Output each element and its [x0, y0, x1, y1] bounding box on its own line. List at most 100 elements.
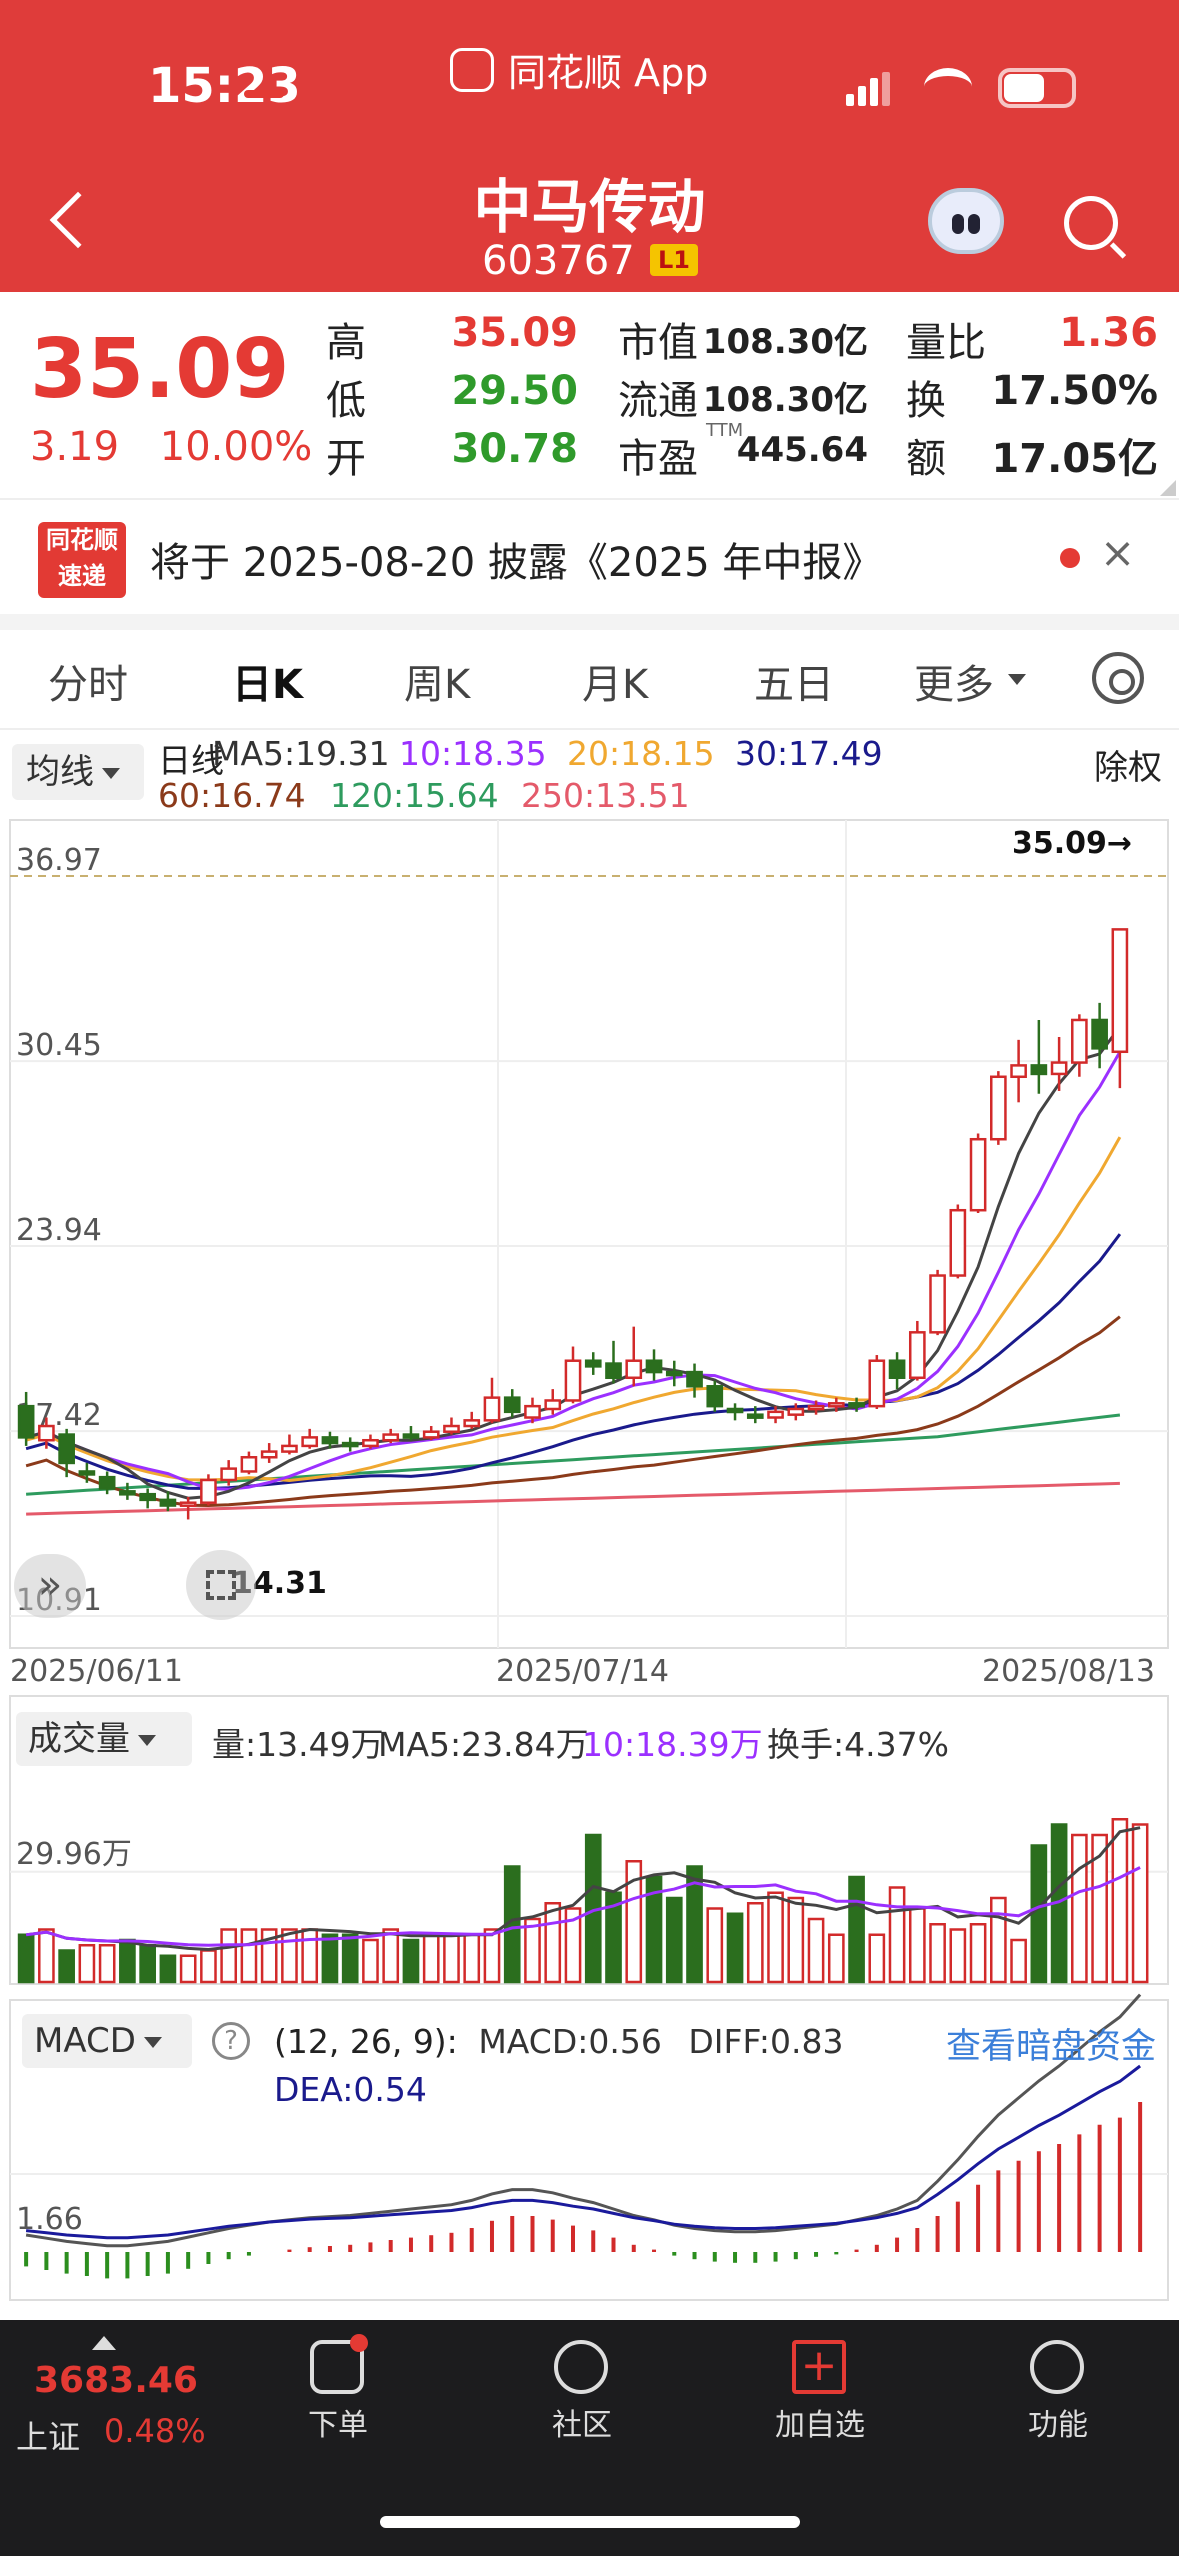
level-badge: L1 [650, 244, 698, 276]
quote-label: 开 [326, 436, 366, 482]
volume-bar [807, 1917, 825, 1984]
candle-body [929, 1274, 946, 1334]
volume-bar [382, 1928, 400, 1984]
y-tick-label: 30.45 [16, 1028, 102, 1063]
nav-community[interactable]: 社区 [552, 2408, 612, 2443]
volume-bar [706, 1907, 724, 1984]
ex-rights-toggle[interactable]: 除权 [1094, 748, 1162, 788]
unread-dot-icon [1060, 548, 1080, 568]
active-tab-indicator [244, 90, 284, 98]
kline-frame [9, 819, 1169, 1649]
help-icon[interactable]: ? [212, 2022, 250, 2060]
volume-bar [58, 1949, 75, 1984]
assistant-robot-icon[interactable] [928, 188, 1004, 254]
tab-3[interactable]: 月K [582, 662, 649, 708]
candle-body [868, 1359, 886, 1408]
expand-corner-icon[interactable] [1160, 480, 1176, 496]
volume-bar [119, 1938, 136, 1984]
date-start: 2025/06/11 [10, 1654, 183, 1689]
ma-select[interactable]: 均线 [12, 744, 144, 800]
tab-5[interactable]: 更多 [914, 662, 994, 708]
index-up-arrow-icon [92, 2336, 116, 2350]
nav-functions[interactable]: 功能 [1028, 2408, 1088, 2443]
diff-line [25, 1993, 1142, 2248]
candle-body [281, 1444, 298, 1453]
logo-line2: 速递 [58, 562, 106, 590]
tab-4[interactable]: 五日 [754, 662, 834, 708]
candle-body [726, 1407, 744, 1414]
app-icon [450, 47, 494, 92]
close-icon[interactable]: × [1100, 528, 1136, 577]
volume-select[interactable]: 成交量 [16, 1712, 192, 1766]
signal-icon [846, 72, 890, 106]
nav-order[interactable]: 下单 [308, 2408, 368, 2443]
candle-body [139, 1492, 156, 1502]
add-watchlist-icon[interactable]: + [792, 2340, 846, 2394]
tab-2[interactable]: 周K [404, 662, 471, 708]
volume-bar [1010, 1938, 1027, 1984]
volume-bar [139, 1944, 156, 1984]
status-time: 15:23 [148, 58, 301, 114]
volume-bar [78, 1944, 96, 1984]
nav-add-watchlist[interactable]: 加自选 [775, 2408, 865, 2443]
index-value[interactable]: 3683.46 [34, 2360, 198, 2401]
candle-body [159, 1498, 177, 1507]
volume-bar [422, 1933, 440, 1984]
legend-row1-item: 日线 [158, 741, 224, 780]
tab-1[interactable]: 日K [232, 662, 303, 708]
macd-params-text: (12, 26, 9): [274, 2022, 458, 2061]
legend-row2-item: 60:16.74 [158, 776, 306, 815]
candle-body [443, 1424, 460, 1433]
candle-body [686, 1370, 703, 1388]
candle-body [807, 1404, 825, 1411]
candle-body [200, 1478, 217, 1504]
notice-banner[interactable]: 同花顺 速递 将于 2025-08-20 披露《2025 年中报》 [0, 502, 1179, 614]
quote-value: 445.64 [736, 430, 868, 470]
legend-row1-item: 10:18.35 [399, 734, 547, 773]
macd-select[interactable]: MACD [22, 2014, 192, 2068]
expand-left-button[interactable]: » [14, 1554, 86, 1618]
vol-legend-item: MA5:23.84万 [378, 1725, 589, 1764]
community-icon[interactable] [554, 2340, 608, 2394]
app-switch-pill[interactable]: 同花顺 App [450, 42, 708, 97]
candle-body [888, 1359, 906, 1380]
date-end: 2025/08/13 [982, 1654, 1155, 1689]
vol-legend-item: 换手:4.37% [767, 1725, 949, 1764]
ma-select-label: 均线 [26, 752, 94, 792]
tab-0[interactable]: 分时 [48, 662, 128, 708]
volume-bar [200, 1949, 217, 1984]
volume-select-label: 成交量 [28, 1719, 130, 1759]
volume-bar [827, 1933, 845, 1984]
volume-bar [17, 1933, 35, 1984]
volume-bar [1131, 1823, 1149, 1984]
candle-body [969, 1137, 987, 1212]
volume-bar [969, 1923, 987, 1984]
candle-body [1111, 928, 1129, 1054]
current-price: 35.09 [30, 322, 290, 417]
chevron-down-icon [143, 2037, 162, 2048]
stock-title: 中马传动 [473, 173, 706, 241]
search-icon[interactable] [1064, 196, 1118, 250]
candle-body [119, 1490, 136, 1496]
index-percent: 0.48% [104, 2412, 206, 2450]
candle-body [848, 1402, 865, 1408]
candle-body [17, 1404, 35, 1439]
dark-pool-link[interactable]: 查看暗盘资金 [946, 2027, 1157, 2067]
quote-value: 35.09 [451, 310, 578, 356]
fullscreen-icon[interactable] [186, 1550, 256, 1620]
volume-bar [483, 1928, 501, 1984]
volume-bar [1091, 1833, 1108, 1984]
order-icon[interactable] [310, 2340, 364, 2394]
volume-ma5-line [25, 1826, 1141, 1952]
chart-settings-icon[interactable] [1092, 652, 1144, 704]
candle-body [990, 1075, 1007, 1141]
volume-bar [179, 1954, 197, 1984]
volume-ma10-line [25, 1866, 1141, 1947]
index-name: 上证 [16, 2418, 81, 2456]
quote-value: 29.50 [451, 368, 578, 414]
candle-body [605, 1362, 622, 1380]
volume-bar [848, 1875, 865, 1984]
menu-icon[interactable] [1030, 2340, 1084, 2394]
volume-bar [159, 1954, 177, 1984]
